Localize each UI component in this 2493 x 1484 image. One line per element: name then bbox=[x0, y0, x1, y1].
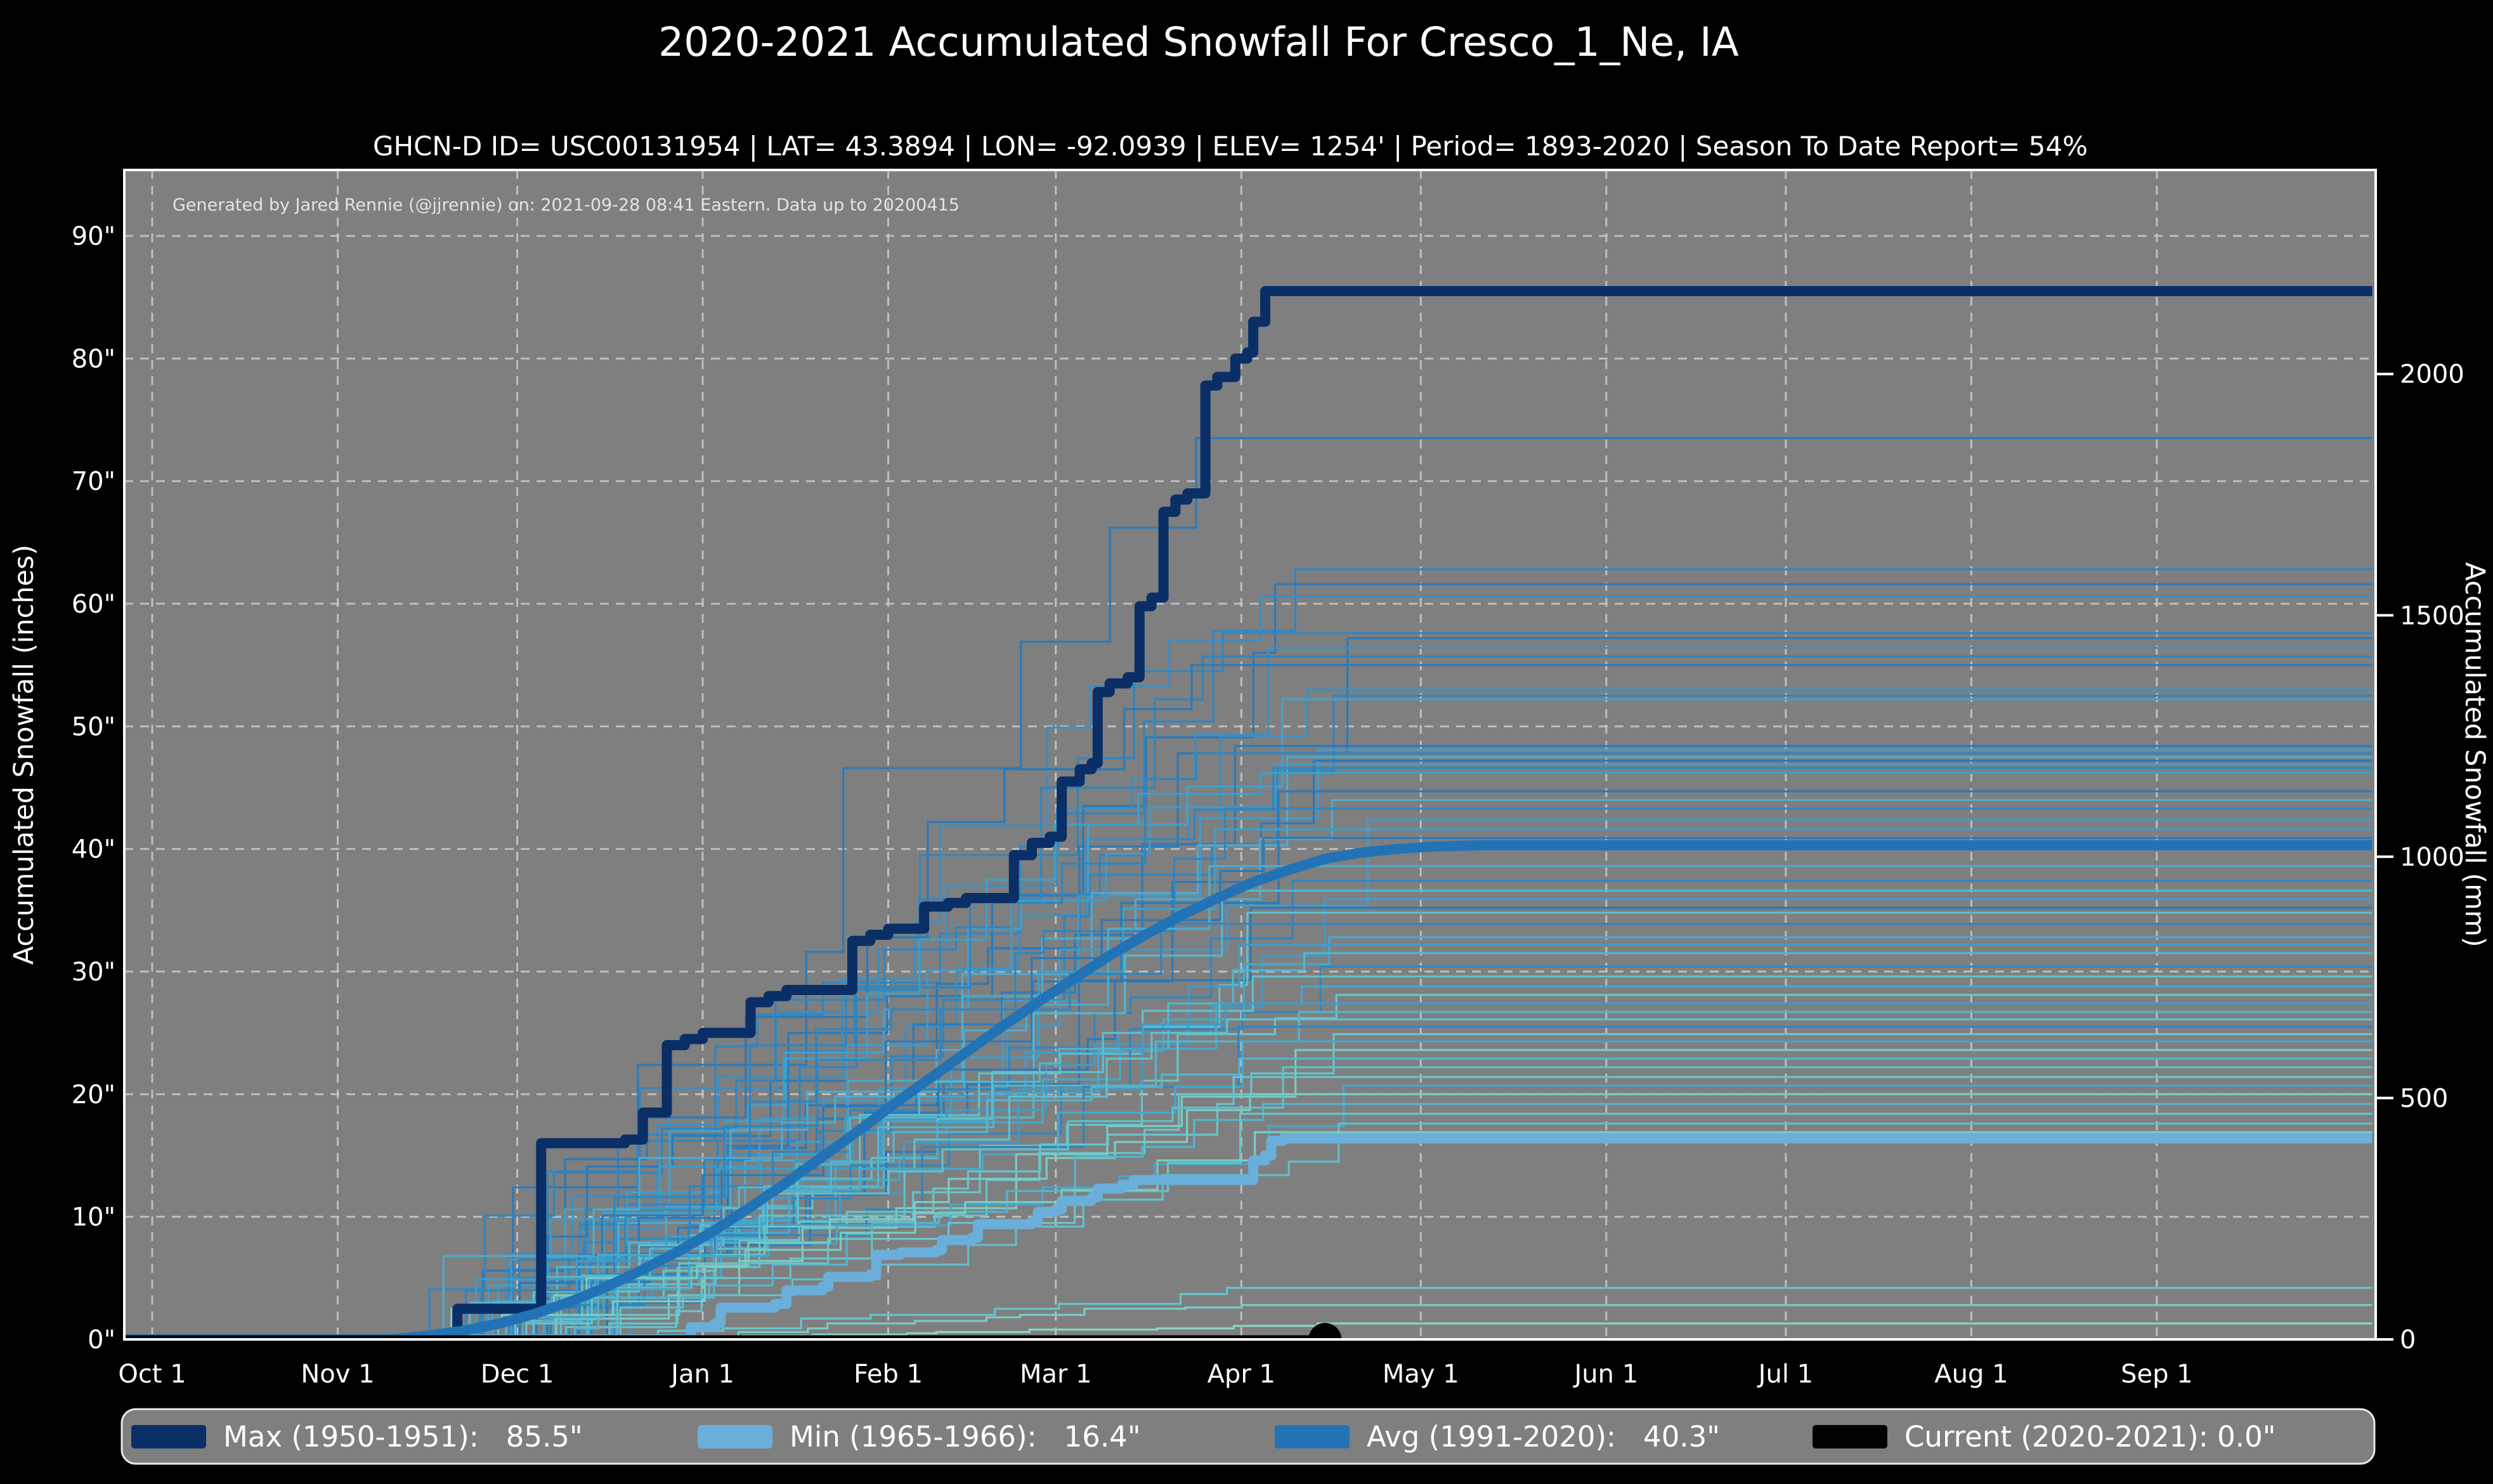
year-line bbox=[124, 748, 2373, 1339]
x-tick: May 1 bbox=[1383, 1360, 1459, 1389]
legend: Max (1950-1951): 85.5" Min (1965-1966): … bbox=[120, 1408, 2376, 1465]
axis-tick-labels: 0" 10" 20" 30" 40" 50" 60" 70" 80" 90" 0 500 1000 150… bbox=[72, 222, 2464, 1389]
x-tick: Jan 1 bbox=[669, 1360, 734, 1389]
year-line bbox=[124, 906, 2373, 1339]
year-line bbox=[124, 1287, 2373, 1339]
year-line bbox=[124, 664, 2373, 1339]
plot-border bbox=[123, 169, 2377, 1341]
legend-label-avg: Avg (1991-2020): 40.3" bbox=[1367, 1420, 1720, 1454]
x-tick: Sep 1 bbox=[2121, 1360, 2193, 1389]
year-line bbox=[124, 759, 2373, 1339]
y-left-tick: 0" bbox=[88, 1325, 115, 1355]
legend-swatch-max bbox=[131, 1425, 206, 1448]
legend-swatch-current bbox=[1813, 1425, 1887, 1448]
year-line bbox=[124, 1066, 2373, 1339]
station-subtitle: GHCN-D ID= USC00131954 | LAT= 43.3894 | … bbox=[373, 131, 2088, 162]
y-right-tick: 1500 bbox=[2400, 601, 2464, 630]
x-tick: Dec 1 bbox=[481, 1360, 554, 1389]
legend-swatch-avg bbox=[1275, 1425, 1350, 1448]
year-line bbox=[124, 1033, 2373, 1339]
annotation-credit: Generated by Jared Rennie (@jjrennie) on… bbox=[172, 195, 960, 215]
x-tick: Feb 1 bbox=[854, 1360, 923, 1389]
y-right-tick: 2000 bbox=[2400, 360, 2464, 389]
year-line bbox=[124, 756, 2373, 1339]
year-line bbox=[124, 752, 2373, 1339]
highlight-series-lines bbox=[124, 286, 2373, 1339]
y-left-tick: 70" bbox=[72, 467, 115, 497]
x-tick: Jun 1 bbox=[1572, 1360, 1638, 1389]
y-left-tick: 20" bbox=[72, 1080, 115, 1109]
legend-box bbox=[120, 1408, 2376, 1465]
year-line bbox=[124, 698, 2373, 1339]
x-tick: Mar 1 bbox=[1020, 1360, 1092, 1389]
y-right-tick: 1000 bbox=[2400, 843, 2464, 872]
page-title: 2020-2021 Accumulated Snowfall For Cresc… bbox=[658, 19, 1739, 65]
year-line bbox=[124, 923, 2373, 1339]
legend-label-current: Current (2020-2021): 0.0" bbox=[1904, 1420, 2275, 1454]
year-line bbox=[124, 1049, 2373, 1339]
year-line bbox=[124, 745, 2373, 1339]
y-left-tick: 10" bbox=[72, 1203, 115, 1232]
y-left-tick: 40" bbox=[72, 835, 115, 864]
current-season-end-dot bbox=[1308, 1323, 1342, 1339]
y-left-tick: 90" bbox=[72, 222, 115, 251]
year-line bbox=[124, 632, 2373, 1339]
x-tick: Jul 1 bbox=[1757, 1360, 1813, 1389]
y-left-tick: 30" bbox=[72, 958, 115, 987]
year-line bbox=[124, 655, 2373, 1339]
y-left-tick: 60" bbox=[72, 590, 115, 619]
legend-label-min: Min (1965-1966): 16.4" bbox=[790, 1420, 1141, 1454]
plot-background bbox=[124, 170, 2376, 1339]
y-left-tick: 80" bbox=[72, 344, 115, 374]
legend-swatch-min bbox=[698, 1425, 772, 1448]
y-left-tick: 50" bbox=[72, 712, 115, 741]
y-right-tick: 500 bbox=[2400, 1084, 2448, 1113]
year-line bbox=[124, 772, 2373, 1339]
legend-label-max: Max (1950-1951): 85.5" bbox=[223, 1420, 583, 1454]
series-line bbox=[124, 1133, 2373, 1339]
y-axis-label-right: Accumulated Snowfall (mm) bbox=[2459, 562, 2490, 947]
x-tick: Aug 1 bbox=[1934, 1360, 2008, 1389]
x-tick: Nov 1 bbox=[301, 1360, 374, 1389]
y-right-tick: 0 bbox=[2400, 1325, 2416, 1355]
x-tick: Apr 1 bbox=[1207, 1360, 1275, 1389]
y-axis-label-left: Accumulated Snowfall (inches) bbox=[8, 545, 40, 965]
series-line bbox=[124, 286, 2373, 1339]
year-line bbox=[124, 836, 2373, 1339]
year-line bbox=[124, 1103, 2373, 1339]
year-line bbox=[124, 1123, 2373, 1339]
x-tick: Oct 1 bbox=[118, 1360, 186, 1389]
year-line bbox=[124, 583, 2373, 1339]
series-line bbox=[124, 840, 2373, 1339]
year-line bbox=[124, 437, 2373, 1339]
